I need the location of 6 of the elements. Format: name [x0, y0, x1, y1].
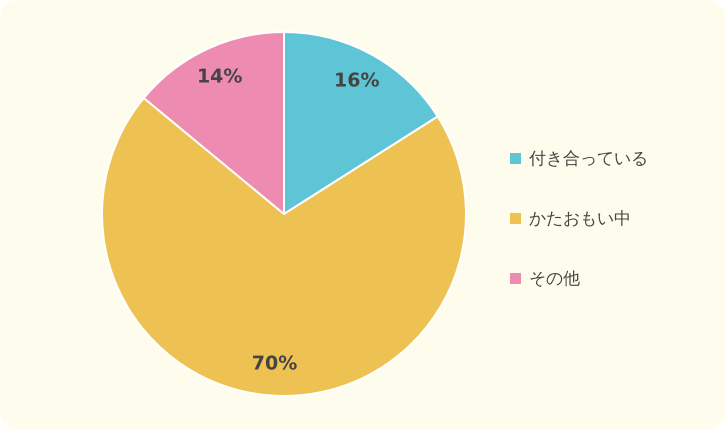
legend-label: 付き合っている [529, 148, 648, 170]
legend-label: その他 [529, 268, 580, 290]
legend-label: かたおもい中 [529, 208, 631, 230]
data-label: 16% [334, 70, 380, 92]
data-label: 14% [196, 65, 242, 88]
data-label: 70% [252, 352, 298, 375]
